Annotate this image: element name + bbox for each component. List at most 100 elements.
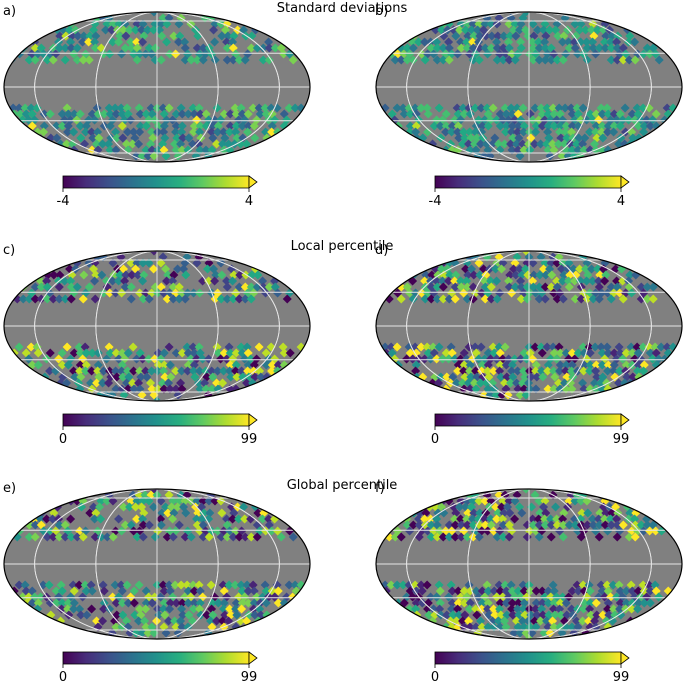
heatmap-cell <box>480 276 490 286</box>
heatmap-cell <box>474 55 484 65</box>
heatmap-cell <box>621 348 631 358</box>
heatmap-cell <box>173 264 183 274</box>
heatmap-cell <box>642 282 652 292</box>
heatmap-cell <box>420 276 430 286</box>
heatmap-cell <box>632 342 642 352</box>
heatmap-cell <box>54 532 64 542</box>
heatmap-cell <box>69 366 79 376</box>
heatmap-cell <box>450 294 460 304</box>
heatmap-cell <box>573 586 583 596</box>
heatmap-cell <box>68 139 78 149</box>
heatmap-cell <box>231 366 241 376</box>
heatmap-cell <box>159 288 169 298</box>
heatmap-cell <box>579 366 589 376</box>
heatmap-cell <box>567 384 577 394</box>
heatmap-cell <box>249 598 259 608</box>
heatmap-cell <box>180 55 190 65</box>
heatmap-cell <box>243 366 253 376</box>
heatmap-cell <box>56 580 66 590</box>
sky-map-panel: b) -4 4 <box>375 4 683 209</box>
heatmap-cell <box>600 592 610 602</box>
heatmap-cell <box>593 25 603 35</box>
heatmap-cell <box>246 514 256 524</box>
heatmap-cell <box>603 121 613 131</box>
heatmap-cell <box>76 133 86 143</box>
heatmap-cell <box>429 121 439 131</box>
heatmap-cell <box>573 526 583 536</box>
heatmap-cell <box>438 282 448 292</box>
heatmap-cell <box>491 264 501 274</box>
heatmap-cell <box>498 496 508 506</box>
heatmap-cell <box>570 19 580 29</box>
heatmap-cell <box>139 31 149 41</box>
heatmap-cell <box>55 31 65 41</box>
heatmap-cell <box>110 616 120 626</box>
heatmap-cell <box>537 348 547 358</box>
heatmap-cell <box>192 258 202 268</box>
heatmap-cell <box>595 270 605 280</box>
heatmap-cell <box>141 366 151 376</box>
heatmap-cell <box>90 276 100 286</box>
heatmap-cell <box>500 103 510 113</box>
heatmap-cell <box>528 514 538 524</box>
heatmap-cell <box>578 139 588 149</box>
heatmap-cell <box>177 622 187 632</box>
heatmap-cell <box>476 139 486 149</box>
heatmap-cell <box>486 294 496 304</box>
heatmap-cell <box>447 121 457 131</box>
heatmap-cell <box>615 121 625 131</box>
heatmap-cell <box>134 103 144 113</box>
heatmap-cell <box>396 532 406 542</box>
heatmap-cell <box>512 378 522 388</box>
heatmap-cell <box>432 282 442 292</box>
heatmap-cell <box>87 145 97 155</box>
heatmap-cell <box>175 31 185 41</box>
heatmap-cell <box>213 384 223 394</box>
heatmap-cell <box>49 270 59 280</box>
heatmap-cell <box>519 121 529 131</box>
sky-map-panel: c) 0 99 <box>3 243 311 447</box>
heatmap-cell <box>456 43 466 53</box>
heatmap-cell <box>486 282 496 292</box>
heatmap-cell <box>149 502 159 512</box>
heatmap-cell <box>204 514 214 524</box>
heatmap-cell <box>129 586 139 596</box>
heatmap-cell <box>515 628 525 638</box>
heatmap-cell <box>156 520 166 530</box>
heatmap-cell <box>272 103 282 113</box>
heatmap-cell <box>126 115 136 125</box>
heatmap-cell <box>255 109 265 119</box>
heatmap-cell <box>528 37 538 47</box>
heatmap-cell <box>195 288 205 298</box>
heatmap-cell <box>491 390 501 400</box>
heatmap-cell <box>147 49 157 59</box>
heatmap-cell <box>75 366 85 376</box>
heatmap-cell <box>62 139 72 149</box>
heatmap-cell <box>537 604 547 614</box>
heatmap-cell <box>198 532 208 542</box>
heatmap-cell <box>105 121 115 131</box>
heatmap-cell <box>82 610 92 620</box>
heatmap-cell <box>139 508 149 518</box>
heatmap-cell <box>45 109 55 119</box>
heatmap-cell <box>639 598 649 608</box>
heatmap-cell <box>453 598 463 608</box>
heatmap-cell <box>441 109 451 119</box>
heatmap-cell <box>68 580 78 590</box>
heatmap-cell <box>494 342 504 352</box>
heatmap-cell <box>474 37 484 47</box>
heatmap-cell <box>76 610 86 620</box>
heatmap-cell <box>270 43 280 53</box>
heatmap-cell <box>107 25 117 35</box>
heatmap-cell <box>548 342 558 352</box>
heatmap-cell <box>476 378 486 388</box>
heatmap-cell <box>132 258 142 268</box>
heatmap-cell <box>528 258 538 268</box>
heatmap-cell <box>164 616 174 626</box>
heatmap-cell <box>32 342 42 352</box>
heatmap-cell <box>505 508 515 518</box>
heatmap-cell <box>69 586 79 596</box>
heatmap-cell <box>552 354 562 364</box>
heatmap-cell <box>517 270 527 280</box>
heatmap-cell <box>525 366 535 376</box>
